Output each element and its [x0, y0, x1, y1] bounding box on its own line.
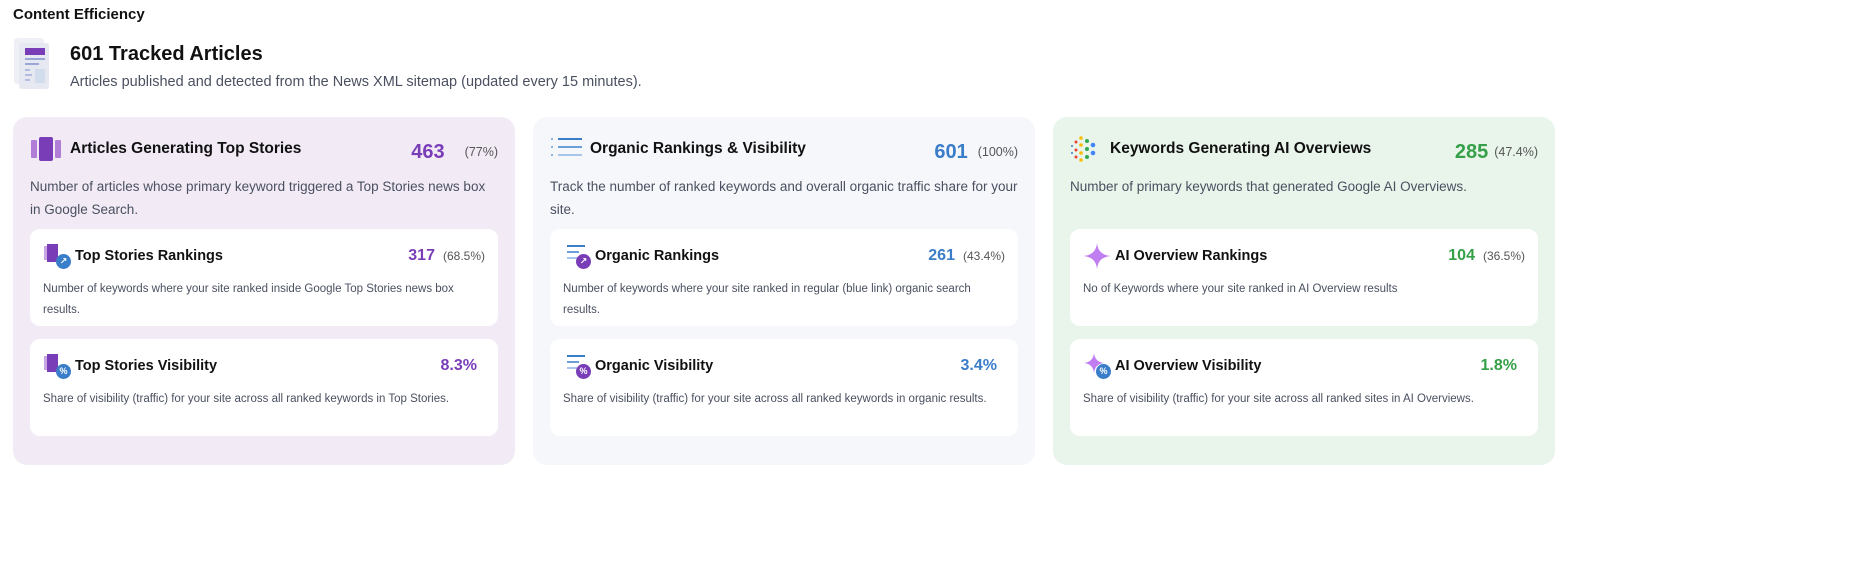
organic-rankings-metric: ↗ Organic Rankings 261 (43.4%) Number of… [550, 229, 1018, 326]
card-description: Track the number of ranked keywords and … [550, 179, 1018, 217]
trend-up-icon: ↗ [56, 254, 71, 269]
metric-description: Number of keywords where your site ranke… [563, 283, 971, 316]
metric-title: Organic Rankings [595, 248, 720, 264]
top-stories-visibility-metric: % Top Stories Visibility 8.3% Share of v… [30, 339, 498, 436]
metric-percent: (36.5%) [1482, 249, 1525, 263]
metric-value: 104 [1448, 247, 1475, 264]
organic-rankings-card: Organic Rankings & Visibility 601 (100%)… [533, 117, 1035, 465]
percent-icon: % [1096, 364, 1111, 379]
top-stories-percent-icon: % [43, 353, 71, 379]
card-percent: (77%) [464, 145, 498, 159]
card-percent: (47.4%) [1494, 145, 1538, 159]
metric-description: Share of visibility (traffic) for your s… [43, 393, 450, 405]
metric-value: 1.8% [1480, 357, 1517, 374]
metric-percent: (43.4%) [962, 249, 1005, 263]
card-title: Keywords Generating AI Overviews [1110, 140, 1372, 157]
metric-description: Number of keywords where your site ranke… [43, 283, 454, 316]
metric-description: No of Keywords where your site ranked in… [1083, 283, 1398, 295]
sparkle-percent-icon: % [1083, 353, 1111, 379]
card-value: 463 [411, 140, 445, 163]
top-stories-icon [30, 135, 64, 163]
ai-dots-icon [1070, 135, 1104, 163]
percent-icon: % [56, 364, 71, 379]
articles-document-icon [14, 38, 54, 90]
card-percent: (100%) [977, 145, 1018, 159]
metric-title: AI Overview Rankings [1115, 248, 1268, 264]
card-description: Number of articles whose primary keyword… [30, 179, 486, 217]
ai-overviews-card: Keywords Generating AI Overviews 285 (47… [1053, 117, 1555, 465]
top-stories-card: Articles Generating Top Stories 463 (77%… [13, 117, 515, 465]
metric-value: 8.3% [440, 357, 477, 374]
metric-value: 3.4% [960, 357, 997, 374]
metric-percent: (68.5%) [442, 249, 485, 263]
ai-overview-visibility-metric: % AI Overview Visibility 1.8% Share of v… [1070, 339, 1538, 436]
metric-title: Organic Visibility [595, 358, 714, 374]
organic-percent-icon: % [563, 353, 591, 379]
metric-title: Top Stories Rankings [75, 248, 223, 264]
metric-description: Share of visibility (traffic) for your s… [1083, 393, 1474, 405]
metric-description: Share of visibility (traffic) for your s… [563, 393, 987, 405]
percent-icon: % [576, 364, 591, 379]
tracked-articles-summary: 601 Tracked Articles Articles published … [14, 38, 642, 90]
section-title: Content Efficiency [13, 6, 145, 23]
card-value: 285 [1454, 140, 1489, 163]
card-title: Articles Generating Top Stories [70, 140, 302, 157]
hero-title: 601 Tracked Articles [70, 43, 263, 65]
top-stories-trend-icon: ↗ [43, 243, 71, 269]
card-value: 601 [934, 140, 968, 163]
metric-value: 261 [928, 247, 955, 264]
metric-value: 317 [408, 247, 435, 264]
list-icon [550, 135, 584, 163]
metric-title: Top Stories Visibility [75, 358, 218, 374]
metric-title: AI Overview Visibility [1115, 358, 1262, 374]
hero-subtitle: Articles published and detected from the… [70, 74, 642, 90]
card-description: Number of primary keywords that generate… [1070, 179, 1467, 194]
ai-overview-rankings-metric: AI Overview Rankings 104 (36.5%) No of K… [1070, 229, 1538, 326]
trend-up-icon: ↗ [576, 254, 591, 269]
sparkle-icon [1083, 243, 1111, 269]
top-stories-rankings-metric: ↗ Top Stories Rankings 317 (68.5%) Numbe… [30, 229, 498, 326]
card-title: Organic Rankings & Visibility [590, 140, 806, 157]
organic-visibility-metric: % Organic Visibility 3.4% Share of visib… [550, 339, 1018, 436]
organic-trend-icon: ↗ [563, 243, 591, 269]
